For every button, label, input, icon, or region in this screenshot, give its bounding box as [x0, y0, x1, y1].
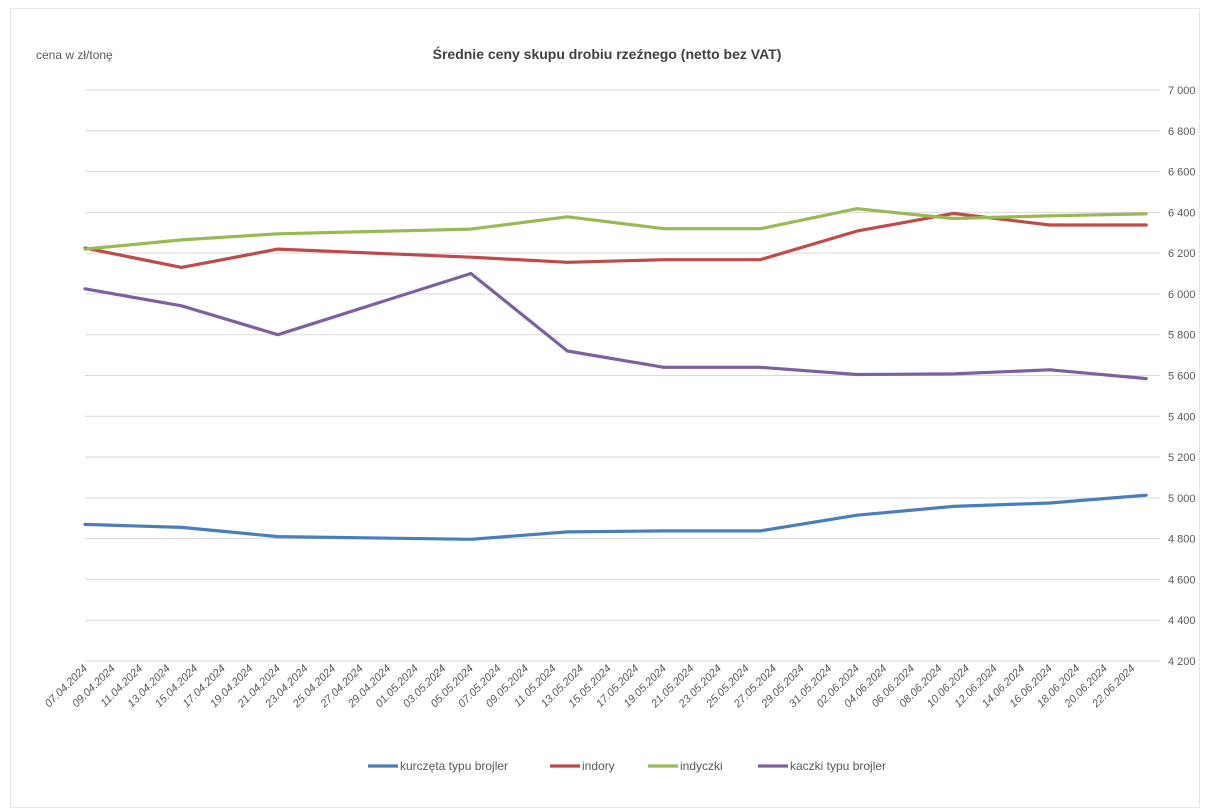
- series-line: [83, 271, 1148, 381]
- y-tick-label: 5 400: [1168, 411, 1196, 423]
- y-tick-label: 4 600: [1168, 574, 1196, 586]
- series-line: [83, 493, 1148, 541]
- series-line: [83, 207, 1148, 251]
- y-tick-label: 5 800: [1168, 330, 1196, 342]
- y-tick-label: 4 200: [1168, 656, 1196, 668]
- y-tick-label: 4 800: [1168, 534, 1196, 546]
- y-tick-label: 6 400: [1168, 207, 1196, 219]
- chart-title: Średnie ceny skupu drobiu rzeźnego (nett…: [433, 45, 782, 62]
- legend-label: kurczęta typu brojler: [400, 759, 508, 773]
- chart-frame: [10, 8, 1200, 808]
- y-tick-label: 6 600: [1168, 167, 1196, 179]
- series-lines: [83, 207, 1148, 541]
- y-tick-label: 5 200: [1168, 452, 1196, 464]
- y-axis-unit-label: cena w zł/tonę: [36, 48, 113, 62]
- legend-label: indory: [582, 759, 615, 773]
- y-tick-label: 6 000: [1168, 289, 1196, 301]
- gridlines: [85, 89, 1160, 662]
- x-axis-ticks: 07.04.202409.04.202411.04.202413.04.2024…: [43, 663, 1138, 711]
- y-axis-ticks: 4 200 4 400 4 600 4 800 5 000 5 200 5 400 5 600…: [1168, 85, 1196, 668]
- y-tick-label: 6 200: [1168, 248, 1196, 260]
- y-tick-label: 5 000: [1168, 493, 1196, 505]
- y-tick-label: 5 600: [1168, 371, 1196, 383]
- legend-label: indyczki: [680, 759, 723, 773]
- y-tick-label: 4 400: [1168, 615, 1196, 627]
- y-tick-label: 6 800: [1168, 126, 1196, 138]
- legend-label: kaczki typu brojler: [790, 759, 886, 773]
- y-tick-label: 7 000: [1168, 85, 1196, 97]
- legend: kurczęta typu brojler indory indyczki kaczk…: [368, 759, 886, 773]
